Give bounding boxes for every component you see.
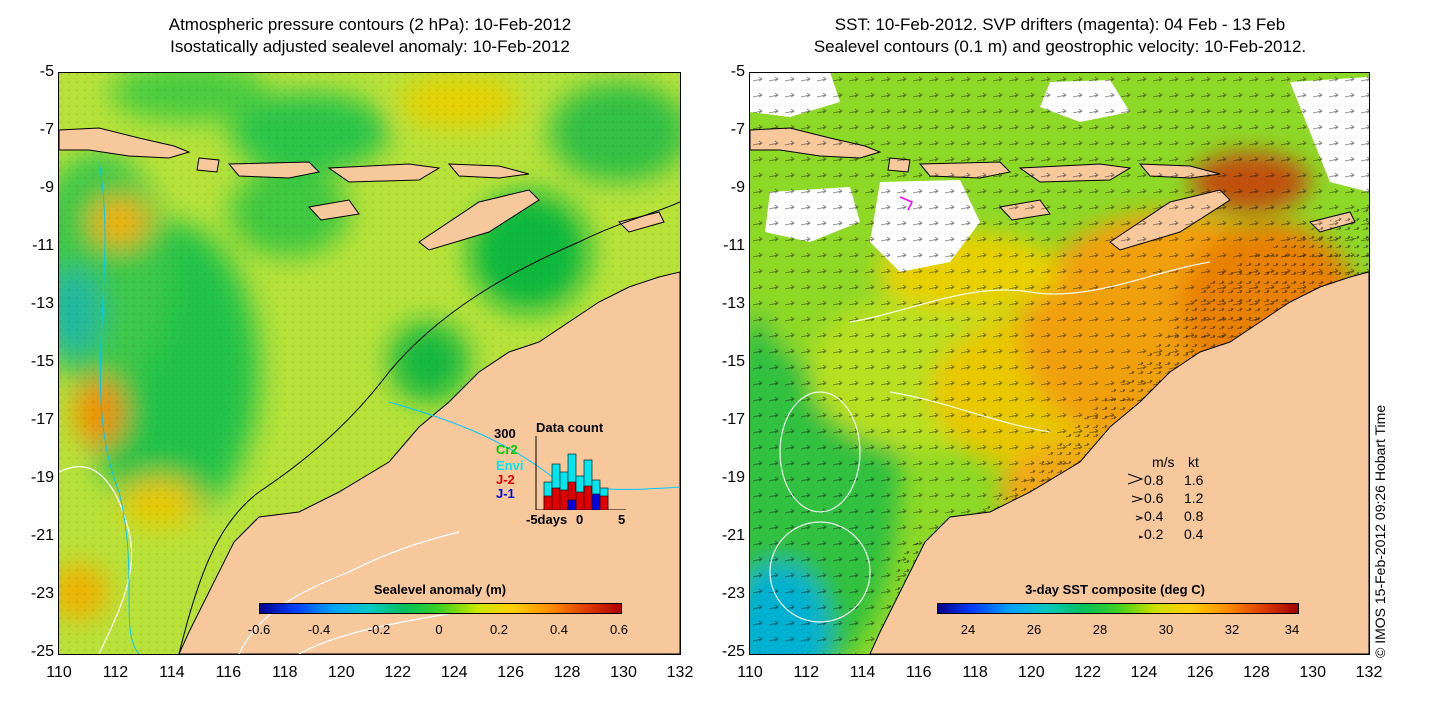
left-y-tick: -5 [39,63,54,80]
left-x-tick: 110 [46,664,72,681]
right-x-tick: 112 [793,664,820,681]
left-y-tick: -25 [30,643,54,660]
sst-tick: 34 [1284,622,1300,637]
data-count-x-tick-start: -5days [526,512,568,527]
right-panel-title: SST: 10-Feb-2012. SVP drifters (magenta)… [730,14,1390,58]
data-count-ymax: 300 [494,426,516,441]
sla-tick: -0.6 [247,622,271,637]
sst-tick: 28 [1092,622,1108,637]
sst-map[interactable] [750,72,1369,654]
left-x-tick: 124 [440,664,468,681]
sla-tick: -0.4 [307,622,331,637]
legend-ms-value: 0.6 [1144,490,1164,506]
sla-colorbar [259,603,622,614]
right-y-tick: -13 [721,295,745,312]
left-x-tick: 130 [610,664,637,681]
legend-header-ms: m/s [1152,454,1175,470]
left-title-line2: Isostatically adjusted sealevel anomaly:… [170,37,570,56]
legend-kt-value: 0.4 [1184,526,1204,542]
right-x-tick: 132 [1355,664,1383,681]
data-count-x-tick-end: 5 [618,512,626,527]
legend-ms-value: 0.4 [1144,508,1164,524]
right-y-tick: -23 [721,585,745,602]
left-x-tick: 116 [215,664,242,681]
sealevel-anomaly-map-graphic [59,72,680,654]
data-count-title: Data count [536,420,604,435]
sla-tick: 0.6 [609,622,629,637]
left-y-tick: -15 [30,353,54,370]
right-x-tick: 122 [1074,664,1101,681]
legend-header-kt: kt [1188,454,1199,470]
legend-kt-value: 1.6 [1184,472,1204,488]
sla-tick: 0.2 [489,622,509,637]
sla-tick: -0.2 [367,622,391,637]
sla-colorbar-title: Sealevel anomaly (m) [373,582,507,597]
left-y-tick: -9 [39,179,54,196]
right-x-tick: 114 [849,664,876,681]
right-title-line2: Sealevel contours (0.1 m) and geostrophi… [813,37,1307,56]
right-x-tick: 126 [1186,664,1214,681]
left-y-tick: -23 [30,585,54,602]
right-y-tick: -15 [721,353,745,370]
velocity-legend: m/s kt 0.8 1.6 0.6 1.2 0.4 0.8 0.2 0.4 [1124,454,1234,544]
legend-ms-value: 0.8 [1144,472,1164,488]
right-x-tick: 120 [1018,664,1045,681]
legend-kt-value: 1.2 [1184,490,1204,506]
copyright-notice: © IMOS 15-Feb-2012 09:26 Hobart Time [1372,404,1388,658]
sealevel-anomaly-map[interactable] [59,72,680,654]
left-panel-title: Atmospheric pressure contours (2 hPa): 1… [40,14,700,58]
left-x-tick: 114 [159,664,185,681]
data-count-histogram [535,436,626,510]
left-x-tick: 126 [497,664,524,681]
left-x-tick: 122 [384,664,412,681]
sst-tick: 32 [1224,622,1240,637]
left-y-tick: -17 [30,411,54,428]
left-x-tick: 112 [102,664,129,681]
sla-tick: 0.4 [549,622,569,637]
right-y-tick: -9 [730,179,745,196]
left-y-tick: -11 [32,237,54,254]
data-count-inset: Data count 300 Cr2 Envi J-2 J-1 -5days 0 [494,420,634,530]
left-x-tick: 118 [272,664,298,681]
right-x-tick: 124 [1130,664,1158,681]
legend-j1: J-1 [496,486,515,501]
legend-cr2: Cr2 [496,442,518,457]
left-x-tick: 120 [327,664,355,681]
sst-colorbar [937,603,1299,614]
legend-arrows [1127,473,1144,539]
left-y-tick: -7 [39,121,54,138]
right-y-tick: -11 [723,237,745,254]
right-title-line1: SST: 10-Feb-2012. SVP drifters (magenta)… [834,15,1286,34]
left-y-tick: -21 [30,527,54,544]
left-x-tick: 132 [666,664,694,681]
left-y-tick: -13 [30,295,54,312]
right-y-tick: -19 [721,469,745,486]
right-x-tick: 128 [1243,664,1270,681]
right-x-tick: 118 [962,664,988,681]
right-y-tick: -25 [721,643,745,660]
right-y-tick: -21 [721,527,745,544]
legend-ms-value: 0.2 [1144,526,1164,542]
sst-colorbar-title: 3-day SST composite (deg C) [1025,582,1205,597]
sst-tick: 24 [960,622,976,637]
sst-map-graphic [750,72,1369,654]
data-count-x-tick-zero: 0 [576,512,584,527]
right-y-tick: -7 [730,121,745,138]
sst-tick: 30 [1158,622,1174,637]
left-title-line1: Atmospheric pressure contours (2 hPa): 1… [168,15,572,34]
right-x-tick: 116 [906,664,932,681]
sst-tick: 26 [1026,622,1042,637]
sla-tick: 0 [435,622,443,637]
left-y-tick: -19 [30,469,54,486]
right-x-tick: 130 [1299,664,1327,681]
legend-kt-value: 0.8 [1184,508,1204,524]
left-x-tick: 128 [553,664,581,681]
right-y-tick: -5 [730,63,745,80]
legend-j2: J-2 [496,472,515,487]
right-x-tick: 110 [737,664,763,681]
right-y-tick: -17 [721,411,745,428]
legend-envi: Envi [496,458,524,473]
